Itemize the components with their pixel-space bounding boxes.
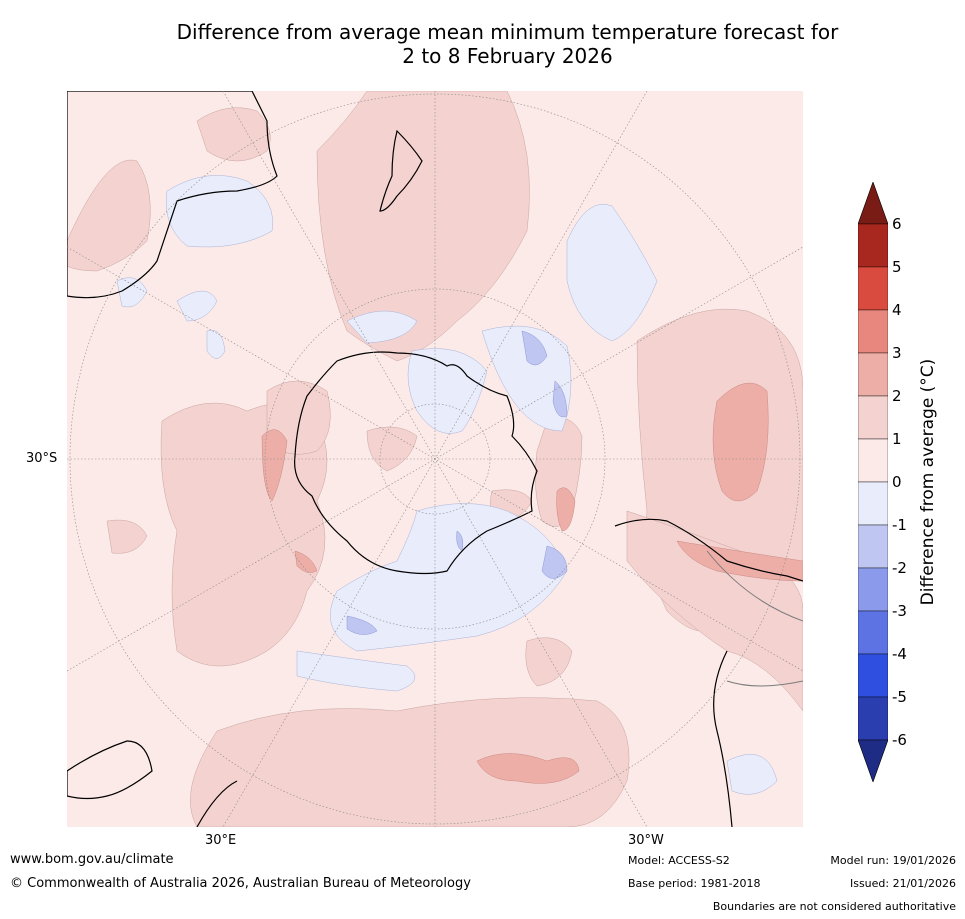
colorbar-segment bbox=[858, 696, 888, 741]
colorbar-tick-label: -3 bbox=[892, 602, 907, 620]
colorbar-tick-label: 5 bbox=[892, 258, 902, 276]
footer-copyright: © Commonwealth of Australia 2026, Austra… bbox=[10, 876, 471, 891]
colorbar-tick-label: -1 bbox=[892, 516, 907, 534]
graticule bbox=[67, 91, 803, 827]
colorbar-tick-label: -2 bbox=[892, 559, 907, 577]
footer-base-period: Base period: 1981-2018 bbox=[628, 877, 761, 890]
colorbar-tick-label: -5 bbox=[892, 688, 907, 706]
australia-coastline bbox=[67, 91, 278, 299]
map-title: Difference from average mean minimum tem… bbox=[0, 20, 965, 68]
colorbar-segment bbox=[858, 653, 888, 698]
title-line-2: 2 to 8 February 2026 bbox=[402, 44, 613, 68]
colorbar-segment bbox=[858, 567, 888, 612]
new-zealand-coastline bbox=[379, 129, 423, 212]
colorbar-tick-label: 6 bbox=[892, 215, 902, 233]
colorbar-segment bbox=[858, 266, 888, 311]
lon-label-30w: 30°W bbox=[628, 833, 664, 848]
colorbar-title: Difference from average (°C) bbox=[918, 358, 938, 606]
colorbar-tick-label: 0 bbox=[892, 473, 902, 491]
colorbar-segment bbox=[858, 524, 888, 569]
footer-issued: Issued: 21/01/2026 bbox=[849, 877, 956, 890]
footer-model: Model: ACCESS-S2 bbox=[628, 854, 730, 867]
anomaly-plus-1-2 bbox=[67, 91, 803, 827]
colorbar-segment bbox=[858, 481, 888, 526]
colorbar-tick-label: 3 bbox=[892, 344, 902, 362]
colorbar bbox=[858, 182, 888, 782]
colorbar-tick-label: 1 bbox=[892, 430, 902, 448]
colorbar-segment bbox=[858, 223, 888, 268]
colorbar-tick-label: -4 bbox=[892, 645, 907, 663]
colorbar-extend-min bbox=[858, 739, 888, 782]
lon-label-30e: 30°E bbox=[205, 833, 237, 848]
anomaly-minus-1-2 bbox=[346, 330, 568, 635]
polar-map bbox=[67, 91, 803, 827]
lat-label-30s: 30°S bbox=[26, 451, 58, 466]
colorbar-segment bbox=[858, 610, 888, 655]
footer-disclaimer: Boundaries are not considered authoritat… bbox=[712, 900, 956, 913]
colorbar-segment bbox=[858, 395, 888, 440]
africa-coastline bbox=[67, 740, 238, 827]
title-line-1: Difference from average mean minimum tem… bbox=[176, 20, 839, 44]
footer-website[interactable]: www.bom.gov.au/climate bbox=[10, 852, 174, 867]
anomaly-plus-2-3 bbox=[261, 382, 803, 784]
colorbar-tick-label: -6 bbox=[892, 731, 907, 749]
colorbar-tick-label: 4 bbox=[892, 301, 902, 319]
colorbar-segment bbox=[858, 438, 888, 483]
south-america-coastline bbox=[614, 518, 803, 827]
antarctica-coastline bbox=[294, 351, 538, 575]
anomaly-minus-0-1 bbox=[116, 175, 778, 795]
south-america-border bbox=[706, 550, 803, 687]
colorbar-extend-max bbox=[858, 182, 888, 225]
colorbar-segment bbox=[858, 352, 888, 397]
footer-model-run: Model run: 19/01/2026 bbox=[830, 854, 956, 867]
colorbar-tick-label: 2 bbox=[892, 387, 902, 405]
colorbar-segment bbox=[858, 309, 888, 354]
